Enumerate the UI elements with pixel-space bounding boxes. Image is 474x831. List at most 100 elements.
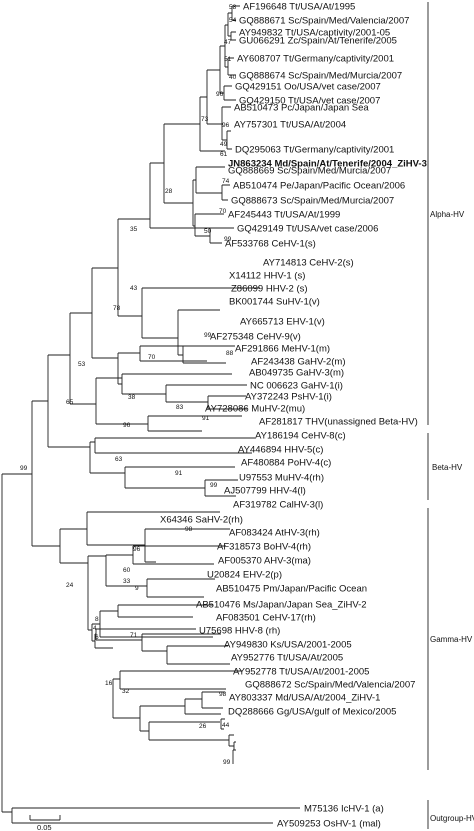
- taxon-label: AF243438 GaHV-2(m): [251, 357, 346, 368]
- branch-beta-1: [94, 437, 255, 454]
- branch-dolphin-a3: [224, 24, 228, 68]
- taxon-label: AF196648 Tt/USA/At/1995: [243, 2, 355, 13]
- bootstrap-value: 35: [130, 226, 138, 233]
- taxon-label: GQ429150 Tt/USA/vet case/2007: [239, 96, 380, 107]
- branch-dolphin-a2: [219, 45, 225, 94]
- branch-gamma-4: [105, 554, 147, 587]
- bootstrap-value: 99: [210, 482, 218, 489]
- taxon-label: AY757301 Tt/USA/At/2004: [234, 120, 346, 131]
- bootstrap-value: 16: [105, 680, 113, 687]
- taxon-label: AY509253 OsHV-1 (mal): [277, 819, 381, 830]
- taxon-label: AB510474 Pe/Japan/Pacific Ocean/2006: [233, 181, 405, 192]
- taxon-label: DQ288666 Gg/USA/gulf of Mexico/2005: [228, 707, 396, 718]
- taxon-label: AB510475 Pm/Japan/Pacific Ocean: [216, 584, 367, 595]
- taxon-label: AF245443 Tt/USA/At/1999: [228, 210, 340, 221]
- bootstrap-value: 96: [123, 422, 131, 429]
- bootstrap-value: 96: [216, 91, 224, 98]
- branch-beta-3: [204, 479, 238, 497]
- taxon-label: BK001744 SuHV-1(v): [229, 297, 320, 308]
- bootstrap-value: 28: [165, 188, 173, 195]
- bootstrap-value: 47: [224, 39, 232, 46]
- bootstrap-value: 40: [229, 74, 237, 81]
- taxon-label: U75698 HHV-8 (rh): [199, 626, 280, 637]
- bootstrap-value: 43: [130, 285, 138, 292]
- branch-simplex: [141, 287, 260, 339]
- bootstrap-value: 63: [115, 456, 123, 463]
- taxon-label: AY186194 CeHV-8(c): [255, 431, 346, 442]
- bootstrap-value: 99: [223, 759, 231, 766]
- bootstrap-value: 51: [224, 56, 232, 63]
- bootstrap-value: 53: [78, 361, 86, 368]
- taxon-label: AY372243 PsHV-1(i): [245, 392, 332, 403]
- bootstrap-value: 49: [220, 141, 228, 148]
- taxon-label: GQ888674 Sc/Spain/Med/Murcia/2007: [239, 71, 402, 82]
- taxon-label: NC 006623 GaHV-1(i): [250, 381, 343, 392]
- scale-bar-line: [29, 815, 61, 821]
- bootstrap-value: 71: [130, 632, 138, 639]
- taxon-label: AY608707 Tt/Germany/captivity/2001: [237, 54, 394, 65]
- taxon-label: GQ888669 Sc/Spain/Med/Murcia/2007: [228, 166, 391, 177]
- taxon-label: AB049735 GaHV-3(m): [249, 368, 344, 379]
- bootstrap-value: 99: [20, 465, 28, 472]
- branch-gamma-1: [86, 511, 220, 546]
- bootstrap-value: 74: [222, 178, 230, 185]
- bootstrap-value: 73: [201, 116, 209, 123]
- group-label-gamma: Gamma-HV: [430, 635, 473, 644]
- branch-dolphin-and-simplex: [117, 218, 150, 317]
- bootstrap-value: 98: [219, 691, 227, 698]
- taxon-label: AF318573 BoHV-4(rh): [217, 542, 311, 553]
- branch-dolphin-a1: [206, 69, 222, 125]
- branch-iltovirus: [147, 415, 242, 432]
- branch-dolphin-a6: [230, 31, 236, 41]
- bootstrap-value: 78: [113, 305, 121, 312]
- branch-gamma-12: [141, 633, 221, 652]
- branch-gamma-20: [148, 721, 229, 741]
- group-label-alpha: Alpha-HV: [430, 210, 465, 219]
- taxon-label: Z86099 HHV-2 (s): [231, 284, 308, 295]
- branch-gamma-17: [184, 698, 221, 715]
- tree-branches: [1, 5, 300, 824]
- branch-gamma-7: [91, 623, 100, 642]
- taxon-label: GQ888672 Sc/Spain/Med/Valencia/2007: [245, 680, 415, 691]
- branch-gamma-21: [228, 734, 234, 747]
- taxon-label: GQ888673 Sc/Spain/Med/Murcia/2007: [231, 196, 394, 207]
- bootstrap-value: 91: [202, 415, 210, 422]
- branch-alpha: [69, 312, 96, 405]
- taxon-label: X64346 SaHV-2(rh): [160, 515, 243, 526]
- bootstrap-value: 54: [229, 17, 237, 24]
- taxon-label: U97553 MuHV-4(rh): [239, 473, 324, 484]
- taxon-label: GQ888671 Sc/Spain/Med/Valencia/2007: [239, 16, 409, 27]
- taxon-label: AY949832 Tt/USA/captivity/2001-05: [239, 28, 390, 39]
- branch-gamma-11: [95, 628, 196, 641]
- branch-gamma: [59, 528, 88, 564]
- taxon-label: DQ295063 Tt/Germany/captivity/2001: [235, 145, 394, 156]
- branch-gamma-2: [144, 528, 230, 563]
- branch-gamma-16: [139, 705, 185, 732]
- taxon-label: AB510476 Ms/Japan/Japan Sea_ZiHV-2: [196, 600, 367, 611]
- branch-dolphin-a5: [231, 5, 240, 21]
- branch-simplex-2: [182, 345, 228, 364]
- branch-dolphin-a: [199, 96, 225, 152]
- bootstrap-value: 98: [185, 526, 193, 533]
- group-label-outgroup: Outgroup-HV: [430, 814, 474, 823]
- branch-varicello-1: [139, 345, 235, 362]
- taxon-label: GQ429149 Tt/USA/vet case/2006: [237, 224, 378, 235]
- branch-mardi-3: [207, 395, 247, 410]
- branch-dolphin-a10: [226, 130, 232, 150]
- branch-dolphin-clade: [149, 162, 225, 229]
- taxon-label: AF319782 CalHV-3(l): [233, 500, 323, 511]
- branch-ingroup: [31, 400, 60, 547]
- bootstrap-value: 33: [123, 578, 131, 585]
- taxon-label: AY728086 MuHV-2(mu): [205, 404, 305, 415]
- bootstrap-value: 65: [66, 399, 74, 406]
- taxon-label: AY949830 Ks/USA/2001-2005: [224, 640, 352, 651]
- branch-gamma-8: [99, 610, 213, 638]
- taxon-label: GU066291 Zc/Spain/At/Tenerife/2005: [239, 36, 397, 47]
- branch-mardi: [95, 377, 148, 425]
- branch-dolphin-a8: [223, 85, 236, 101]
- bootstrap-value: 99: [204, 332, 212, 339]
- branch-gamma-23: [232, 749, 236, 764]
- taxon-label: AF281817 THV(unassigned Beta-HV): [259, 417, 418, 428]
- bootstrap-value: 6: [95, 634, 99, 641]
- bootstrap-value: 91: [175, 470, 183, 477]
